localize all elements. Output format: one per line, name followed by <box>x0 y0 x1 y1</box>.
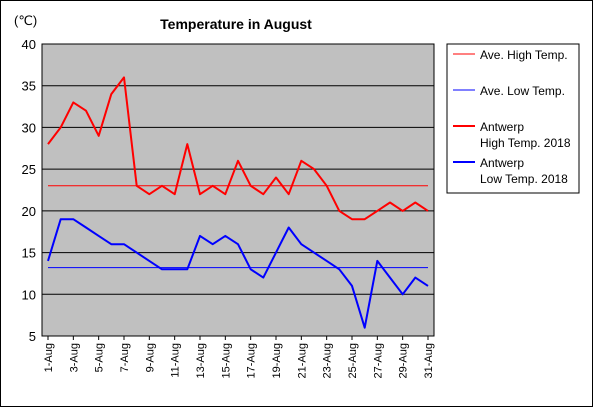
x-tick-label: 17-Aug <box>246 343 258 378</box>
x-tick-label: 15-Aug <box>220 343 232 378</box>
legend-label: Low Temp. 2018 <box>480 172 568 186</box>
legend-box <box>446 43 580 194</box>
legend-label: Ave. High Temp. <box>480 48 568 62</box>
x-axis-ticks: 1-Aug 3-Aug 5-Aug 7-Aug 9-Aug 11-Aug 13-Aug 15-… <box>43 336 435 378</box>
legend-label: Ave. Low Temp. <box>480 84 565 98</box>
y-tick-label: 20 <box>22 204 36 219</box>
x-tick-label: 5-Aug <box>94 343 106 372</box>
y-tick-label: 15 <box>22 246 36 261</box>
y-tick-label: 25 <box>22 162 36 177</box>
x-tick-label: 13-Aug <box>195 343 207 378</box>
x-tick-label: 21-Aug <box>296 343 308 378</box>
gridlines <box>42 85 434 295</box>
y-tick-label: 30 <box>22 120 36 135</box>
y-tick-label: 5 <box>29 329 36 344</box>
y-axis-ticks: 5 10 15 20 25 30 35 40 <box>22 37 36 344</box>
x-tick-label: 1-Aug <box>43 343 55 372</box>
plot-area <box>41 43 435 337</box>
x-tick-label: 19-Aug <box>271 343 283 378</box>
x-tick-label: 11-Aug <box>170 343 182 378</box>
x-tick-label: 27-Aug <box>372 343 384 378</box>
x-tick-label: 3-Aug <box>68 343 80 372</box>
y-tick-label: 35 <box>22 79 36 94</box>
x-tick-label: 31-Aug <box>423 343 435 378</box>
x-tick-label: 29-Aug <box>398 343 410 378</box>
series-line-2 <box>47 76 429 221</box>
legend-label: High Temp. 2018 <box>480 136 571 150</box>
legend-label: Antwerp <box>480 120 524 134</box>
x-tick-label: 23-Aug <box>322 343 334 378</box>
chart-title: Temperature in August <box>160 16 312 32</box>
x-tick-label: 7-Aug <box>119 343 131 372</box>
series-lines <box>47 76 429 329</box>
y-tick-label: 40 <box>22 37 36 52</box>
unit-label: (℃) <box>14 13 37 28</box>
legend: Ave. High Temp. Ave. Low Temp. Antwerp High… <box>453 48 571 186</box>
x-tick-label: 25-Aug <box>347 343 359 378</box>
x-tick-label: 9-Aug <box>144 343 156 372</box>
legend-label: Antwerp <box>480 156 524 170</box>
y-tick-label: 10 <box>22 287 36 302</box>
series-line-3 <box>47 218 429 329</box>
